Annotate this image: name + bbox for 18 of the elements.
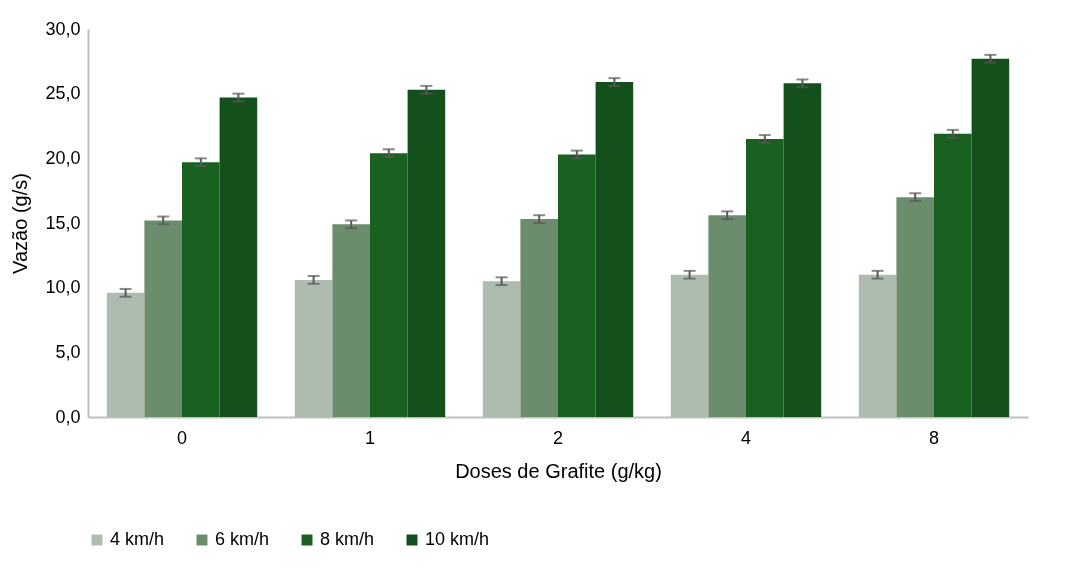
y-tick-label: 15,0 [45, 212, 81, 233]
x-tick-label: 0 [176, 427, 188, 448]
legend-label: 4 km/h [110, 529, 165, 549]
legend-label: 10 km/h [425, 529, 490, 549]
y-axis-title: Vazão (g/s) [9, 173, 32, 274]
legend-label: 6 km/h [215, 529, 270, 549]
y-tick-label: 20,0 [45, 147, 81, 168]
legend-label: 8 km/h [320, 529, 375, 549]
y-tick-label: 10,0 [45, 277, 81, 298]
x-tick-label: 2 [552, 427, 564, 448]
x-axis-title: Doses de Grafite (g/kg) [455, 459, 662, 482]
y-tick-label: 25,0 [45, 83, 81, 104]
y-tick-label: 5,0 [55, 341, 81, 362]
x-tick-label: 8 [928, 427, 940, 448]
x-tick-label: 1 [364, 427, 376, 448]
y-tick-label: 30,0 [45, 18, 81, 39]
x-tick-label: 4 [740, 427, 752, 448]
y-tick-label: 0,0 [55, 406, 81, 427]
